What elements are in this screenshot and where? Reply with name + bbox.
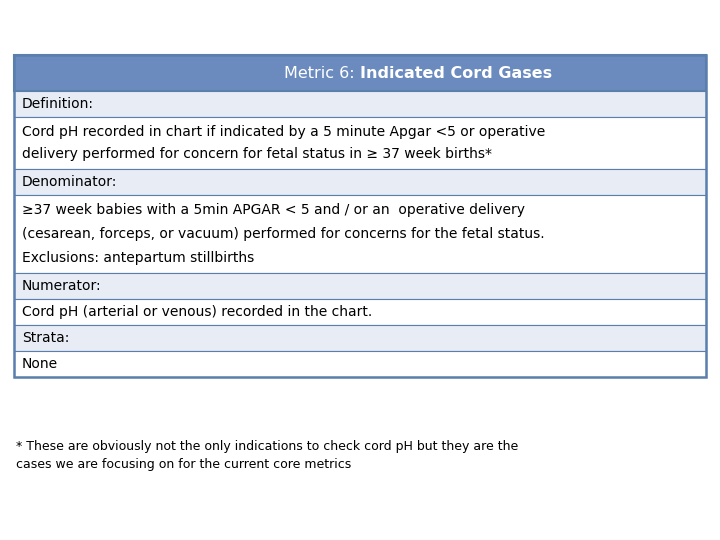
Text: Metric 6:: Metric 6: [284, 65, 360, 80]
Text: * These are obviously not the only indications to check cord pH but they are the: * These are obviously not the only indic… [16, 440, 518, 453]
Text: Exclusions: antepartum stillbirths: Exclusions: antepartum stillbirths [22, 251, 254, 265]
Text: Numerator:: Numerator: [22, 279, 102, 293]
Bar [14, 273, 706, 299]
Text: Definition:: Definition: [22, 97, 94, 111]
Text: (cesarean, forceps, or vacuum) performed for concerns for the fetal status.: (cesarean, forceps, or vacuum) performed… [22, 227, 544, 241]
Bar [14, 169, 706, 195]
Text: delivery performed for concern for fetal status in ≥ 37 week births*: delivery performed for concern for fetal… [22, 147, 492, 161]
Text: Cord pH recorded in chart if indicated by a 5 minute Apgar <5 or operative: Cord pH recorded in chart if indicated b… [22, 125, 545, 139]
Bar [14, 55, 706, 377]
Bar [14, 351, 706, 377]
Text: ≥37 week babies with a 5min APGAR < 5 and / or an  operative delivery: ≥37 week babies with a 5min APGAR < 5 an… [22, 204, 525, 218]
Bar [14, 195, 706, 273]
Text: Denominator:: Denominator: [22, 175, 117, 189]
Bar [14, 55, 706, 91]
Bar [14, 299, 706, 325]
Text: None: None [22, 357, 58, 371]
Text: Indicated Cord Gases: Indicated Cord Gases [360, 65, 552, 80]
Text: cases we are focusing on for the current core metrics: cases we are focusing on for the current… [16, 458, 351, 471]
Bar [14, 325, 706, 351]
Text: Strata:: Strata: [22, 331, 69, 345]
Bar [14, 117, 706, 169]
Text: Cord pH (arterial or venous) recorded in the chart.: Cord pH (arterial or venous) recorded in… [22, 305, 372, 319]
Bar [14, 91, 706, 117]
